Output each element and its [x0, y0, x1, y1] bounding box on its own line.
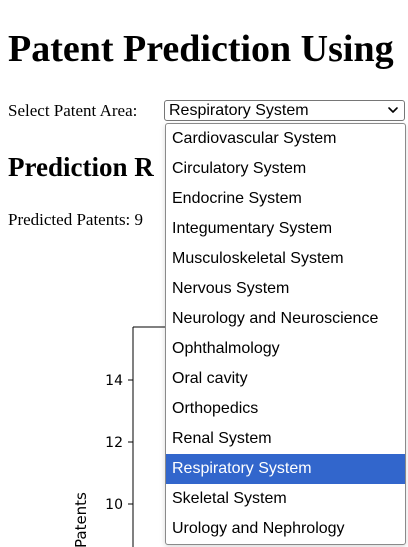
y-tick-label: 10	[105, 497, 123, 513]
dropdown-option[interactable]: Endocrine System	[166, 184, 405, 214]
dropdown-option[interactable]: Musculoskeletal System	[166, 244, 405, 274]
patent-area-select[interactable]: Respiratory System	[164, 100, 405, 121]
dropdown-option[interactable]: Respiratory System	[166, 454, 405, 484]
select-value: Respiratory System	[169, 102, 309, 119]
dropdown-options-list: Cardiovascular SystemCirculatory SystemE…	[166, 124, 405, 544]
predicted-patents-text: Predicted Patents: 9	[8, 209, 143, 231]
dropdown-option[interactable]: Cardiovascular System	[166, 124, 405, 154]
y-tick-label: 12	[105, 435, 123, 451]
chevron-down-icon	[387, 101, 399, 120]
dropdown-option[interactable]: Integumentary System	[166, 214, 405, 244]
y-tick-label: 14	[105, 373, 123, 389]
page-title: Patent Prediction Using	[8, 26, 394, 72]
dropdown-option[interactable]: Skeletal System	[166, 484, 405, 514]
select-row: Select Patent Area:	[8, 100, 142, 122]
section-title: Prediction R	[8, 150, 154, 184]
select-label: Select Patent Area:	[8, 100, 137, 122]
dropdown-option[interactable]: Urology and Nephrology	[166, 514, 405, 544]
dropdown-option[interactable]: Renal System	[166, 424, 405, 454]
dropdown-option[interactable]: Oral cavity	[166, 364, 405, 394]
dropdown-option[interactable]: Circulatory System	[166, 154, 405, 184]
patent-area-dropdown[interactable]: Cardiovascular SystemCirculatory SystemE…	[165, 123, 406, 545]
dropdown-option[interactable]: Orthopedics	[166, 394, 405, 424]
dropdown-option[interactable]: Neurology and Neuroscience	[166, 304, 405, 334]
dropdown-option[interactable]: Ophthalmology	[166, 334, 405, 364]
dropdown-option[interactable]: Nervous System	[166, 274, 405, 304]
y-axis-label: Patents	[72, 492, 90, 547]
